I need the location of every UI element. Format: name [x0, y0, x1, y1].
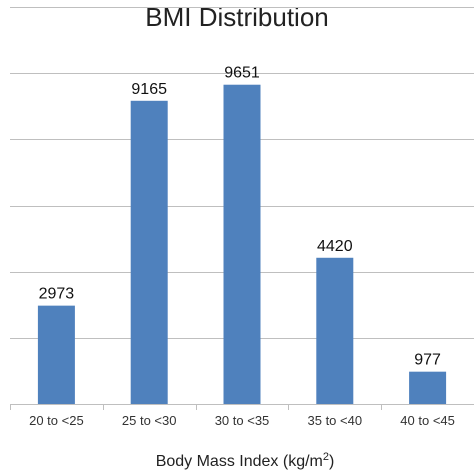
bar-1 — [37, 305, 75, 404]
x-tick-label-4: 35 to <40 — [308, 413, 363, 428]
x-tick-label-5: 40 to <45 — [400, 413, 455, 428]
bar-5 — [409, 371, 447, 404]
data-labels: 2973 9165 9651 4420 977 — [39, 65, 441, 369]
data-label-1: 2973 — [39, 286, 75, 303]
bars — [37, 84, 447, 404]
data-label-4: 4420 — [317, 238, 353, 255]
x-tick-label-2: 25 to <30 — [122, 413, 177, 428]
x-tick-label-1: 20 to <25 — [29, 413, 84, 428]
data-label-5: 977 — [414, 352, 441, 369]
data-label-3: 9651 — [224, 65, 260, 82]
bar-3 — [223, 84, 261, 404]
x-tick-label-3: 30 to <35 — [215, 413, 270, 428]
x-axis-title: Body Mass Index (kg/m2) — [156, 451, 335, 470]
data-label-2: 9165 — [131, 81, 167, 98]
x-axis: 20 to <25 25 to <30 30 to <35 35 to <40 40 t… — [10, 404, 474, 428]
bar-4 — [316, 257, 354, 404]
bar-2 — [130, 100, 168, 404]
